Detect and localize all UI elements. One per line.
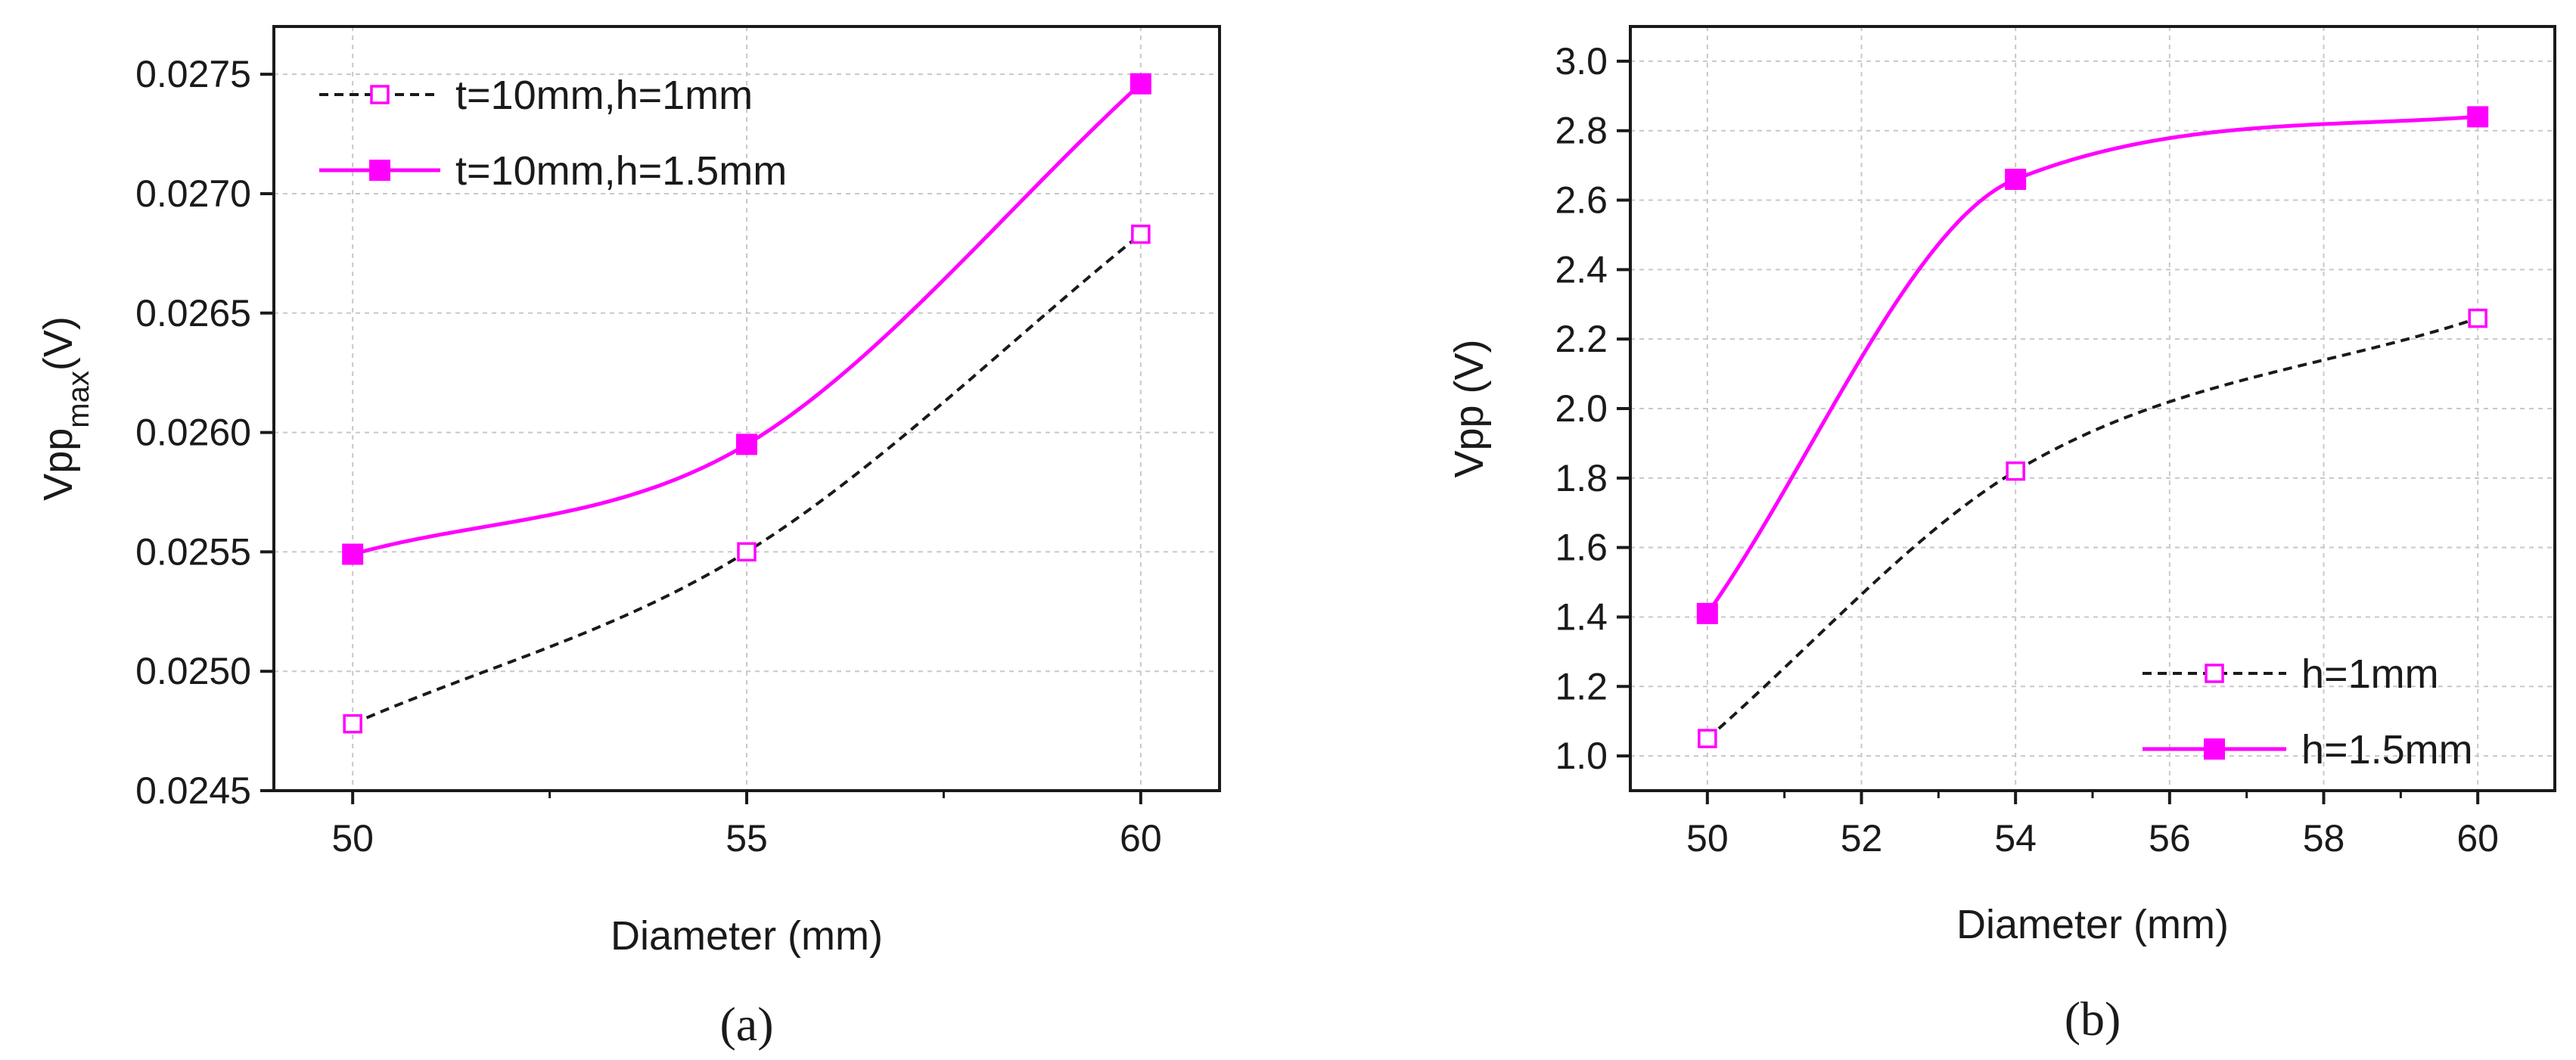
curves-b (1705, 114, 2478, 740)
y-tick-label: 0.0250 (135, 650, 251, 692)
data-point-a-1 (1130, 73, 1151, 95)
data-point-b-1 (2005, 169, 2027, 190)
data-point-a-1 (736, 434, 757, 455)
x-axis-label-b: Diameter (mm) (1956, 902, 2229, 947)
x-tick-label: 54 (1994, 817, 2037, 860)
legend-a: t=10mm,h=1mm t=10mm,h=1.5mm (319, 73, 787, 194)
grid-b (1630, 26, 2555, 791)
y-axis-label-a: Vppmax(V) (36, 316, 95, 501)
y-tick-label: 2.6 (1555, 179, 1608, 222)
data-point-b-0 (2468, 308, 2487, 328)
x-tick-label: 60 (2456, 817, 2499, 860)
x-tick-label: 52 (1841, 817, 1883, 860)
ticks-b: 50 52 54 56 58 60 1.0 1.2 1.4 1.6 1.8 2.0 2.2 2.4 2.6 2… (1555, 40, 2498, 860)
series-line-b-0 (1706, 316, 2478, 740)
data-point-b-1 (1696, 602, 1718, 624)
y-label-unit-a: (V) (36, 316, 81, 371)
panel-a: 50 55 60 0.0245 0.0250 0.0255 0.0260 0.0265 0.02… (36, 25, 1221, 1051)
data-point-a-0 (1131, 224, 1151, 244)
x-tick-label: 50 (1686, 817, 1729, 860)
y-tick-label: 1.2 (1555, 665, 1608, 707)
y-tick-label: 3.0 (1555, 40, 1608, 82)
legend-marker-a-1 (369, 160, 390, 181)
y-label-base-a: Vpp (36, 428, 81, 501)
x-tick-label: 50 (331, 817, 374, 860)
x-tick-label: 58 (2303, 817, 2345, 860)
panel-label-a: (a) (719, 997, 773, 1051)
data-point-b-1 (2467, 106, 2489, 128)
panel-b: 50 52 54 56 58 60 1.0 1.2 1.4 1.6 1.8 2.0 2.2 2.4 2.6 2… (1446, 25, 2556, 1046)
y-tick-label: 2.2 (1555, 318, 1608, 360)
y-tick-label: 1.0 (1555, 735, 1608, 777)
y-tick-label: 1.6 (1555, 527, 1608, 569)
data-point-b-0 (2006, 461, 2025, 481)
markers-a (342, 73, 1151, 734)
data-point-a-1 (342, 543, 364, 565)
x-tick-label: 60 (1120, 817, 1162, 860)
y-label-sub-a: max (62, 371, 95, 428)
data-point-a-0 (343, 713, 362, 734)
legend-marker-b-0 (2205, 664, 2224, 683)
legend-label-b-0: h=1mm (2301, 651, 2439, 697)
y-axis-label-b: Vpp (V) (1446, 339, 1492, 477)
y-tick-label: 2.8 (1555, 110, 1608, 152)
y-tick-label: 1.4 (1555, 595, 1608, 638)
y-tick-label: 2.4 (1555, 248, 1608, 291)
markers-b (1696, 106, 2489, 748)
y-tick-label: 0.0245 (135, 769, 251, 812)
y-label-base-b: Vpp (V) (1446, 339, 1492, 477)
legend-label-a-0: t=10mm,h=1mm (455, 73, 753, 118)
ticks-a: 50 55 60 0.0245 0.0250 0.0255 0.0260 0.0265 0.02… (135, 53, 1162, 860)
series-line-b-1 (1705, 114, 2478, 615)
y-tick-label: 0.0255 (135, 530, 251, 573)
legend-label-a-1: t=10mm,h=1.5mm (455, 148, 787, 194)
x-tick-label: 56 (2149, 817, 2191, 860)
y-tick-label: 0.0260 (135, 412, 251, 454)
series-line-a-0 (352, 233, 1142, 726)
panel-label-b: (b) (2065, 992, 2121, 1046)
legend-marker-b-1 (2204, 738, 2225, 760)
x-axis-label-a: Diameter (mm) (611, 913, 883, 959)
data-point-a-0 (737, 542, 757, 562)
grid-a (274, 26, 1220, 791)
y-tick-label: 2.0 (1555, 387, 1608, 430)
data-point-b-0 (1698, 729, 1717, 748)
legend-label-b-1: h=1.5mm (2301, 727, 2473, 772)
legend-marker-a-0 (370, 85, 390, 104)
y-tick-label: 1.8 (1555, 457, 1608, 499)
y-tick-label: 0.0265 (135, 292, 251, 334)
x-tick-label: 55 (726, 817, 768, 860)
y-tick-label: 0.0275 (135, 53, 251, 95)
y-tick-label: 0.0270 (135, 173, 251, 215)
legend-b: h=1mm h=1.5mm (2143, 651, 2473, 772)
